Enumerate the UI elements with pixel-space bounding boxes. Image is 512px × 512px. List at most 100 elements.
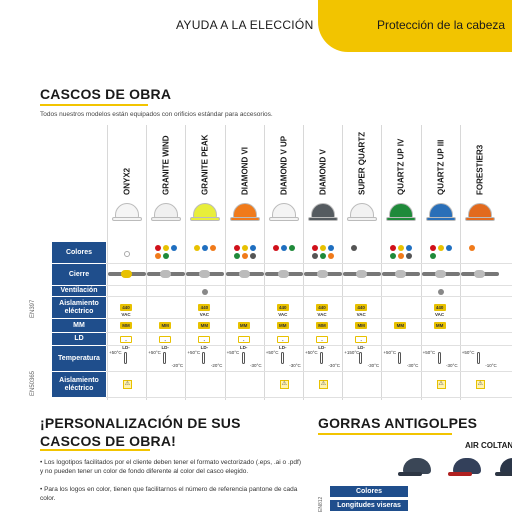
row-label-colores: Colores — [52, 242, 106, 264]
cap-image-2 — [448, 452, 486, 482]
column-divider — [420, 125, 422, 400]
temp-max: +50°C — [187, 350, 201, 355]
strap-clip — [277, 270, 289, 278]
helmet-brim — [386, 217, 417, 221]
temp-min: -10°C — [485, 363, 497, 368]
thermometer-icon — [398, 352, 402, 364]
color-dot — [312, 253, 318, 259]
personalizacion-title-line2: CASCOS DE OBRA! — [40, 433, 177, 449]
color-dot — [163, 245, 170, 251]
color-dot — [328, 253, 334, 259]
gorras-title: GORRAS ANTIGOLPES — [318, 415, 478, 431]
hazard-icon: ⚠ — [123, 380, 132, 389]
ventilation-dot — [437, 289, 444, 295]
insulation-badge: 440 VAC — [433, 304, 446, 317]
cascos-subtitle: Todos nuestros modelos están equipados c… — [40, 111, 273, 118]
cascos-title: CASCOS DE OBRA — [40, 86, 172, 102]
column-header-0: ONYX2 — [108, 125, 146, 197]
model-name: DIAMOND VI — [240, 147, 250, 195]
chin-strap-icon — [304, 270, 342, 278]
personalizacion-title: ¡PERSONALIZACIÓN DE SUS CASCOS DE OBRA! — [40, 414, 241, 450]
temperature-range: +50°C -20°C — [186, 348, 224, 370]
column-header-9: FORESTIER3 — [461, 125, 499, 197]
temperature-range: +50°C -20°C — [147, 348, 185, 370]
hazard-icon: ⚠ — [279, 380, 289, 389]
gorras-row-viseras: Longitudes viseras — [330, 500, 408, 512]
ld-badge: -LD- — [159, 336, 172, 350]
temp-min: -30°C — [446, 363, 458, 368]
color-dot — [280, 245, 287, 251]
temp-min: -30°C — [328, 363, 340, 368]
temp-min: -20°C — [210, 363, 223, 368]
cap-image-1 — [398, 452, 436, 482]
helmet-image — [268, 197, 299, 227]
chin-strap-icon — [108, 270, 146, 278]
helmet-brim — [151, 217, 182, 221]
row-label-cierre: Cierre — [52, 264, 106, 286]
helmet-brim — [464, 217, 495, 221]
thermometer-icon — [124, 352, 127, 364]
strap-clip — [395, 270, 407, 278]
temp-max: +50°C — [461, 350, 475, 355]
row-band — [106, 264, 512, 286]
helmet-image — [308, 197, 338, 227]
model-name: DIAMOND V — [318, 149, 328, 195]
column-header-5: DIAMOND V — [304, 125, 342, 197]
mm-badge: MM — [316, 322, 328, 329]
thermometer-icon — [359, 352, 363, 364]
strap-clip — [317, 270, 328, 278]
mm-badge: MM — [276, 322, 289, 329]
chin-strap-icon — [421, 270, 460, 278]
color-dot — [351, 245, 358, 251]
temp-max: +50°C — [305, 350, 318, 355]
color-dot — [328, 245, 334, 251]
ld-badge: -LD- — [237, 336, 250, 350]
thermometer-icon — [476, 352, 480, 364]
color-dot — [171, 245, 178, 251]
model-name: SUPER QUARTZ — [357, 131, 367, 195]
strap-clip — [434, 270, 446, 278]
temp-min: -30°C — [406, 363, 419, 368]
color-dot — [406, 253, 413, 259]
helmet-image — [229, 197, 260, 227]
color-dot — [398, 253, 405, 259]
helmet-image — [386, 197, 417, 227]
ventilation-dot — [202, 289, 209, 295]
helmet-brim — [425, 217, 456, 221]
personalizacion-bullet-2: • Para los logos en color, tienen que fa… — [40, 486, 298, 502]
temperature-range: +50°C — [108, 348, 146, 370]
strap-clip — [473, 270, 485, 278]
chin-strap-icon — [460, 270, 499, 278]
insulation-badge: 440 VAC — [316, 304, 328, 317]
color-dot — [155, 245, 162, 251]
helmet-brim — [112, 217, 142, 221]
column-divider — [107, 125, 108, 400]
column-header-7: QUARTZ UP IV — [382, 125, 420, 197]
helmet-brim — [268, 217, 299, 221]
row-band — [106, 333, 512, 346]
color-dot — [233, 245, 240, 251]
strap-clip — [238, 270, 250, 278]
color-dot — [288, 245, 295, 251]
helmet-image — [151, 197, 182, 227]
header-yellow-band — [318, 0, 512, 52]
insulation-badge: 440 VAC — [276, 304, 289, 317]
row-band — [106, 346, 512, 372]
helmet-image — [190, 197, 221, 227]
model-name: QUARTZ UP IV — [396, 138, 406, 195]
row-band — [106, 286, 512, 297]
chin-strap-icon — [147, 270, 186, 278]
color-dot — [320, 245, 326, 251]
row-label-ventilacion: Ventilación — [52, 286, 106, 297]
temperature-range: +150°C -30°C — [343, 348, 381, 370]
temperature-range: +50°C -30°C — [304, 348, 342, 370]
column-header-4: DIAMOND V UP — [265, 125, 303, 197]
gorras-brand: AIR COLTAN — [465, 441, 512, 450]
chin-strap-icon — [264, 270, 303, 278]
temp-max: +50°C — [226, 350, 240, 355]
color-dot — [429, 253, 436, 259]
insulation-badge: 440 VAC — [120, 304, 132, 317]
personalizacion-title-line1: ¡PERSONALIZACIÓN DE SUS — [40, 415, 241, 431]
model-name: DIAMOND V UP — [279, 135, 289, 195]
row-label-ld: LD — [52, 333, 106, 346]
